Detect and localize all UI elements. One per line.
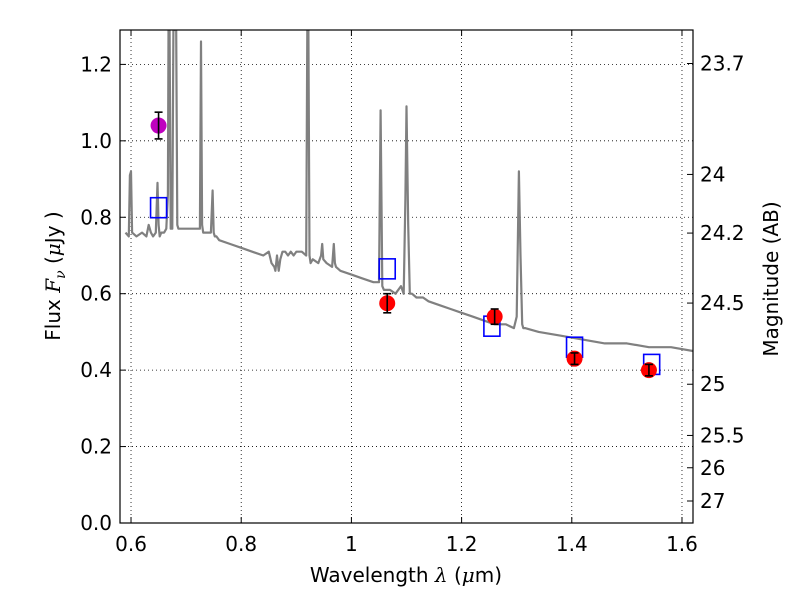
- ticks: 0.6 0.8 1 1.2 1.4 1.6 0.0 0.2 0.4 0.6 0.8 1.0 1.2 23.…: [80, 30, 745, 556]
- model-spectrum-line: [124, 30, 693, 353]
- y-tick-label: 0.0: [80, 511, 112, 535]
- y2-tick-label: 24.5: [700, 291, 745, 315]
- y2-tick-label: 23.7: [700, 52, 745, 76]
- y2-tick-label: 25: [700, 372, 725, 396]
- y-tick-label: 0.2: [80, 435, 112, 459]
- x-tick-label: 1.4: [556, 532, 588, 556]
- y2-tick-label: 27: [700, 489, 725, 513]
- grid: [120, 30, 693, 524]
- model-photometry-square: [378, 258, 397, 280]
- plot-area: [124, 30, 693, 379]
- x-tick-label: 1.2: [446, 532, 478, 556]
- y2-tick-label: 25.5: [700, 423, 745, 447]
- y2-tick-label: 26: [700, 456, 725, 480]
- model-photometry-square: [149, 196, 168, 219]
- x-tick-label: 0.8: [225, 532, 257, 556]
- x-tick-label: 1.6: [666, 532, 698, 556]
- x-tick-label: 0.6: [115, 532, 147, 556]
- y2-axis-label: Magnitude (AB): [759, 201, 783, 356]
- y-tick-label: 0.6: [80, 282, 112, 306]
- x-axis-label: Wavelength λ (μm): [310, 563, 502, 587]
- x-tick-label: 1: [345, 532, 358, 556]
- y-axis-label: Flux Fν (μJy ): [41, 211, 69, 340]
- y-tick-label: 0.4: [80, 358, 112, 382]
- y-tick-label: 0.8: [80, 205, 112, 229]
- axes-frame: [119, 29, 694, 524]
- y2-tick-label: 24: [700, 162, 725, 186]
- y2-tick-label: 24.2: [700, 221, 745, 245]
- y-tick-label: 1.2: [80, 52, 112, 76]
- y-tick-label: 1.0: [80, 129, 112, 153]
